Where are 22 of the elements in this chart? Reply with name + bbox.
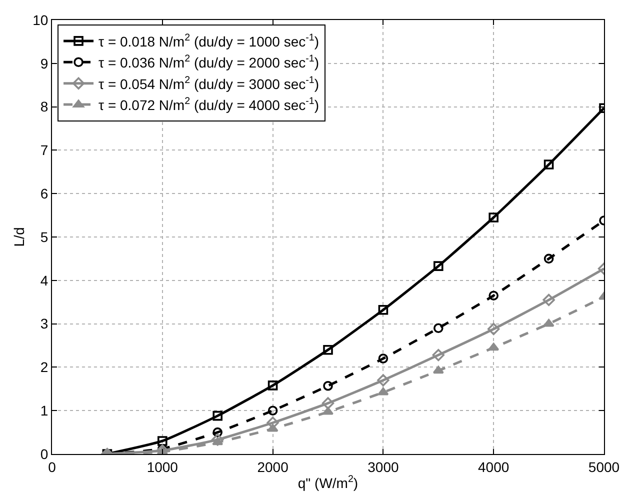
- x-tick-label: 4000: [478, 458, 510, 475]
- legend-label: τ = 0.018 N/m$^{2}$ (du/dy = 1000 sec$^{-1}$): [98, 32, 320, 50]
- y-tick-label: 4: [40, 272, 48, 288]
- x-tick-label: 2000: [257, 458, 289, 475]
- y-tick-label: 6: [40, 186, 48, 202]
- legend-label: τ = 0.054 N/m$^{2}$ (du/dy = 3000 sec$^{-1}$): [98, 74, 320, 92]
- y-tick-label: 8: [40, 98, 48, 115]
- x-axis-title: q" (W/m$^{2}$): [298, 474, 358, 492]
- y-tick-label: 1: [40, 402, 48, 418]
- legend-label: τ = 0.036 N/m$^{2}$ (du/dy = 2000 sec$^{-1}$): [98, 54, 320, 71]
- y-tick-label: 9: [40, 55, 48, 72]
- y-tick-label: 2: [40, 359, 48, 376]
- legend-label: τ = 0.072 N/m$^{2}$ (du/dy = 4000 sec$^{-1}$): [98, 96, 320, 113]
- y-tick-label: 10: [32, 12, 48, 28]
- x-tick-label: 1000: [146, 458, 178, 475]
- x-tick-label: 3000: [368, 458, 399, 475]
- y-tick-label: 5: [40, 228, 48, 245]
- y-tick-label: 3: [40, 316, 48, 332]
- y-tick-label: 0: [40, 446, 48, 462]
- y-tick-label: 7: [40, 142, 48, 158]
- x-tick-label: 5000: [588, 458, 620, 475]
- y-axis-title: L/d: [11, 227, 28, 247]
